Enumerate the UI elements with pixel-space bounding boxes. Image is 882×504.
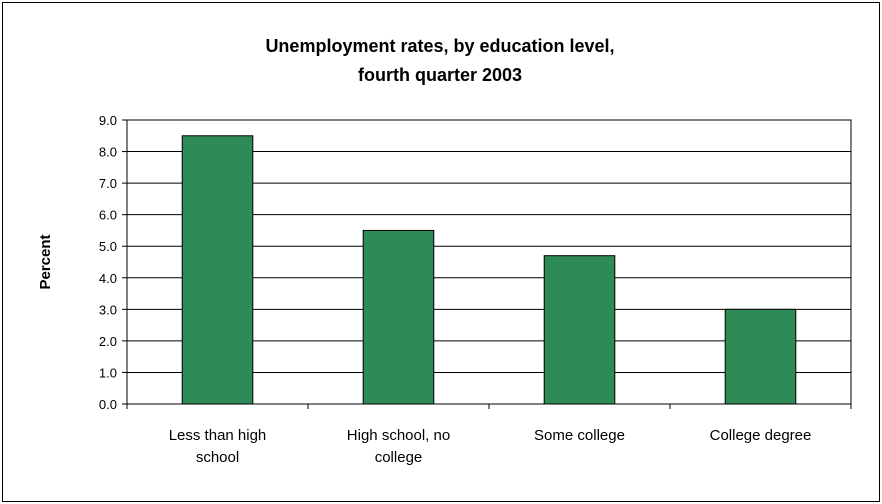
bar <box>181 135 254 405</box>
bar <box>543 255 616 405</box>
y-axis-label: Percent <box>37 234 54 289</box>
plot-area: 0.0 1.0 2.0 3.0 4.0 5.0 6.0 7.0 8.0 9.0 Less than … <box>99 113 852 466</box>
bar <box>362 229 435 405</box>
x-category-label: school <box>196 449 239 466</box>
chart-title-line-1: Unemployment rates, by education level, <box>265 36 614 56</box>
y-tick-label: 2.0 <box>99 334 117 349</box>
y-tick-label: 8.0 <box>99 145 117 160</box>
y-tick-label: 9.0 <box>99 113 117 128</box>
y-tick-label: 7.0 <box>99 176 117 191</box>
x-category-label: Less than high <box>169 427 267 444</box>
bar <box>724 308 797 405</box>
y-tick-label: 1.0 <box>99 365 117 380</box>
y-tick-label: 4.0 <box>99 271 117 286</box>
x-category-label: High school, no <box>347 427 450 444</box>
y-tick-label: 0.0 <box>99 397 117 412</box>
x-category-label: college <box>375 449 423 466</box>
x-category-label: College degree <box>710 427 812 444</box>
chart-title-line-2: fourth quarter 2003 <box>358 65 522 85</box>
y-tick-label: 5.0 <box>99 239 117 254</box>
x-category-label: Some college <box>534 427 625 444</box>
y-tick-label: 6.0 <box>99 208 117 223</box>
y-tick-label: 3.0 <box>99 302 117 317</box>
